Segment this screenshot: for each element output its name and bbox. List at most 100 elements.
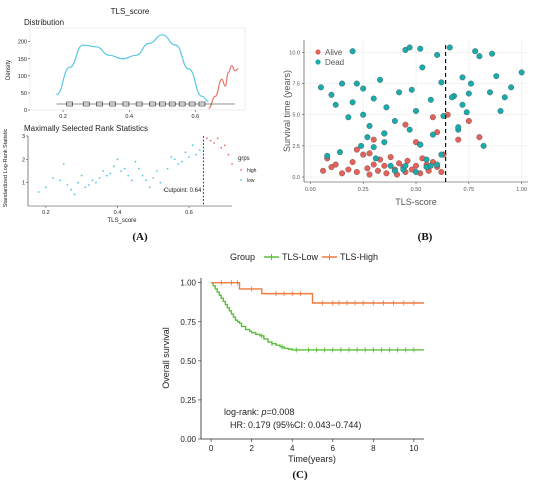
rank-point-low-37 (180, 160, 183, 163)
distribution-ytick-label-2: 100 (18, 74, 27, 80)
km-curve-high (211, 281, 424, 304)
distribution-curve-low (56, 34, 209, 103)
scatter-point-dead-15 (377, 76, 384, 83)
scatter-point-dead-6 (345, 114, 352, 121)
scatter-point-alive-16 (387, 154, 394, 161)
scatter-point-alive-10 (366, 171, 373, 178)
rank-point-low-6 (70, 188, 72, 191)
scatter-point-dead-62 (448, 94, 455, 101)
scatter-point-dead-46 (501, 94, 508, 101)
rank-xtick-label-0: 0.2 (42, 210, 50, 216)
scatter-point-dead-7 (349, 99, 356, 106)
scatter-point-alive-14 (381, 162, 388, 169)
scatter-point-dead-44 (493, 73, 500, 80)
panel-label-a: (A) (132, 231, 148, 243)
scatter-point-dead-37 (459, 74, 466, 81)
scatter-ylabel: Survival time (years) (282, 70, 292, 152)
scatter-point-dead-16 (381, 139, 388, 146)
scatter-point-dead-18 (387, 162, 394, 169)
scatter-point-dead-2 (328, 91, 335, 98)
rank-point-low-31 (159, 181, 162, 184)
scatter-point-dead-38 (463, 109, 470, 116)
distribution-subtitle: Distribution (24, 18, 64, 27)
legend-high-marker (240, 169, 242, 171)
scatter-point-dead-1 (324, 152, 331, 159)
scatter-point-dead-28 (423, 156, 430, 163)
rank-point-high-1 (209, 139, 212, 142)
distribution-ytick-label-0: 0 (24, 108, 27, 114)
scatter-point-dead-66 (417, 45, 424, 52)
km-logrank-p: p (261, 407, 267, 417)
scatter-point-dead-9 (358, 142, 365, 149)
scatter-point-alive-6 (349, 159, 356, 166)
scatter-point-alive-22 (404, 157, 411, 164)
scatter-point-alive-39 (366, 150, 373, 157)
legend-dead-marker (315, 59, 321, 65)
rank-point-low-27 (145, 179, 148, 182)
scatter-point-dead-63 (465, 90, 472, 97)
rank-point-low-26 (141, 174, 144, 177)
scatter-point-dead-41 (476, 53, 483, 60)
scatter-point-dead-13 (370, 95, 377, 102)
km-ytick-label-1: 0.25 (180, 396, 196, 405)
rank-point-low-10 (84, 186, 87, 189)
scatter-point-dead-53 (434, 161, 441, 168)
scatter-point-alive-33 (353, 146, 360, 153)
scatter-point-dead-57 (381, 130, 388, 137)
km-ytick-label-3: 0.75 (180, 318, 196, 327)
rank-point-low-29 (152, 177, 155, 179)
rank-point-low-22 (127, 174, 130, 177)
survival-scatter-panel: 0.0 2.5 5.0 7.5 10.0 0.00 0.25 0.50 0.75 1.00 Su… (282, 40, 528, 207)
km-legend: Group TLS-Low TLS-High (230, 252, 378, 262)
scatter-point-dead-0 (317, 84, 324, 91)
km-xlabel: Time(years) (288, 454, 336, 464)
km-xtick-label-1: 2 (249, 444, 254, 453)
rank-point-high-6 (227, 153, 230, 156)
rank-statistic-panel: Maximally Selected Rank Statistics Stand… (3, 124, 257, 224)
scatter-point-dead-25 (413, 108, 419, 114)
scatter-point-dead-23 (406, 126, 413, 133)
rank-point-low-28 (148, 186, 151, 189)
rank-point-low-2 (52, 177, 54, 179)
scatter-point-dead-64 (489, 50, 496, 57)
rank-point-low-39 (188, 156, 190, 158)
rank-point-low-23 (130, 179, 133, 182)
scatter-point-dead-30 (429, 131, 436, 138)
rank-point-low-9 (80, 174, 83, 177)
distribution-title: TLS_score (111, 7, 150, 16)
scatter-point-alive-24 (413, 162, 419, 169)
scatter-point-alive-45 (476, 134, 483, 141)
distribution-ytick-label-4: 200 (18, 40, 27, 46)
scatter-xlabel: TLS-score (395, 197, 437, 207)
legend-low-label: low (247, 178, 255, 184)
rank-point-low-42 (198, 149, 201, 151)
scatter-point-dead-39 (467, 80, 474, 87)
km-logrank-value: =0.008 (267, 407, 295, 417)
distribution-xtick-label-2: 0.6 (192, 114, 200, 120)
rank-point-low-33 (166, 167, 169, 170)
km-xtick-label-5: 10 (409, 444, 418, 453)
rank-point-low-16 (105, 174, 108, 177)
rank-point-low-41 (195, 153, 198, 156)
scatter-point-dead-48 (518, 69, 525, 76)
scatter-point-dead-3 (332, 101, 339, 108)
scatter-point-alive-5 (345, 166, 352, 173)
scatter-point-alive-11 (370, 161, 377, 168)
scatter-point-alive-43 (455, 136, 462, 143)
scatter-xtick-label-3: 0.75 (463, 187, 474, 193)
rank-ytick-label-1: 2 (22, 157, 25, 163)
scatter-point-dead-55 (459, 101, 466, 108)
km-logrank-prefix: log-rank: (224, 407, 262, 417)
rank-point-high-3 (216, 137, 219, 140)
scatter-point-dead-27 (419, 64, 426, 71)
scatter-point-dead-12 (366, 122, 373, 129)
scatter-point-dead-45 (497, 108, 504, 114)
rank-point-low-36 (177, 163, 180, 165)
scatter-point-alive-3 (332, 161, 339, 168)
distribution-xtick-label-0: 0.2 (59, 114, 67, 120)
km-xtick-label-0: 0 (209, 444, 214, 453)
scatter-point-dead-34 (446, 44, 453, 51)
km-logrank-annotation: log-rank: p=0.008 (224, 407, 294, 417)
scatter-point-dead-14 (372, 155, 379, 162)
legend-dead-label: Dead (325, 58, 344, 67)
